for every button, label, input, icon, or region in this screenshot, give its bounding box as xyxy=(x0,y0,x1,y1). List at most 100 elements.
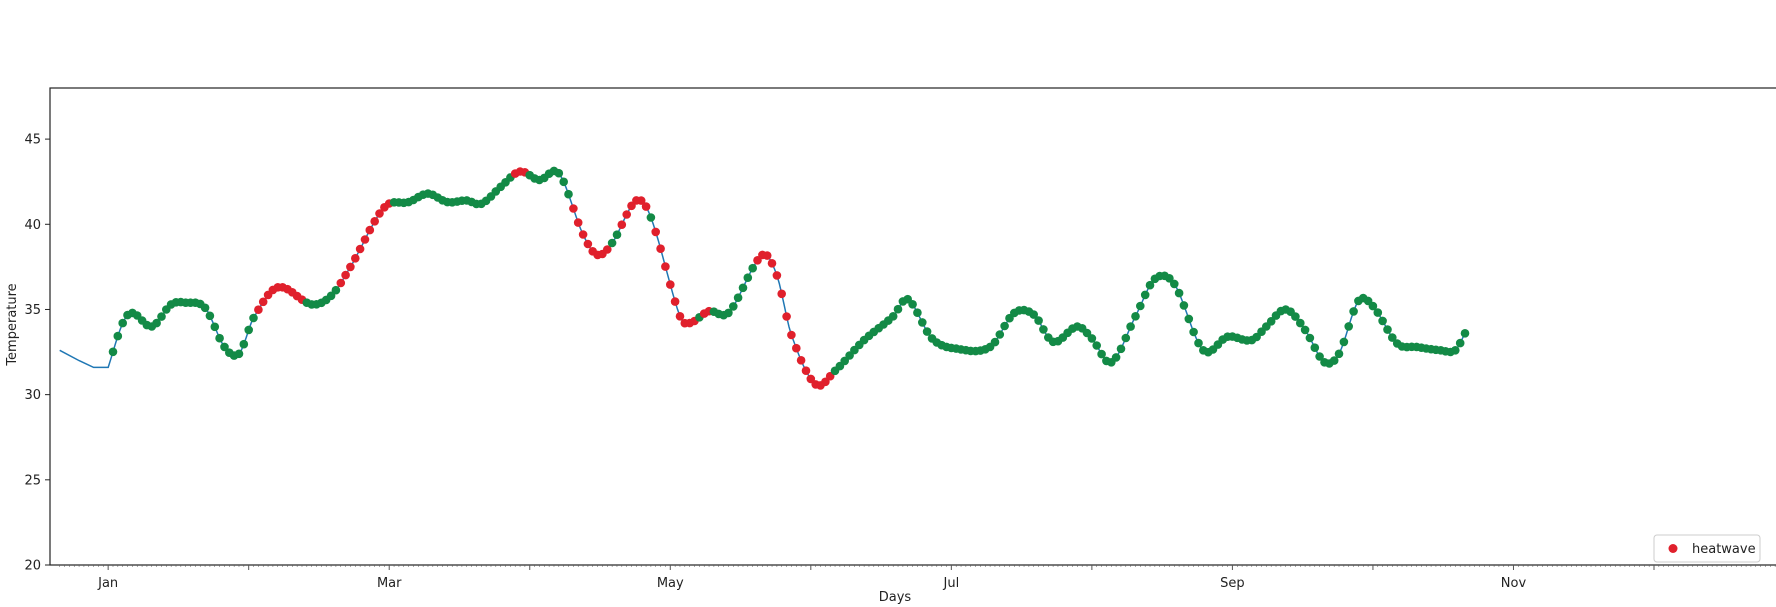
temperature-point xyxy=(738,283,748,293)
temperature-point xyxy=(1378,316,1387,326)
heatwave-point xyxy=(782,312,791,321)
heatwave-point xyxy=(573,218,583,227)
temperature-point xyxy=(1000,321,1009,331)
heatwave-point xyxy=(370,217,380,226)
legend-heatwave-label: heatwave xyxy=(1692,542,1756,557)
temperature-point xyxy=(1383,325,1392,334)
x-tick-label: May xyxy=(657,576,684,591)
temperature-point xyxy=(220,342,229,352)
y-tick-label: 30 xyxy=(24,388,41,403)
heatwave-point xyxy=(762,251,772,260)
temperature-point xyxy=(1140,290,1150,300)
temperature-point xyxy=(1189,327,1198,337)
temperature-point xyxy=(893,304,903,314)
heatwave-point xyxy=(603,245,612,254)
temperature-point xyxy=(234,349,244,359)
temperature-point xyxy=(113,331,123,341)
temperature-point xyxy=(1145,280,1155,290)
heatwave-point xyxy=(375,209,384,218)
heatwave-point xyxy=(801,366,811,376)
x-tick-label: Jul xyxy=(943,576,960,591)
heatwave-point xyxy=(355,244,365,254)
heatwave-point xyxy=(365,225,375,235)
temperature-point xyxy=(1344,322,1353,331)
heatwave-point xyxy=(796,356,806,365)
temperature-point xyxy=(1184,314,1194,324)
heatwave-point xyxy=(578,230,588,239)
y-axis-label: Temperature xyxy=(5,283,20,366)
temperature-point xyxy=(1368,301,1378,311)
temperature-point xyxy=(554,168,564,178)
heatwave-point xyxy=(569,204,578,213)
y-tick-label: 35 xyxy=(24,303,41,318)
x-tick-label: Nov xyxy=(1501,576,1527,591)
temperature-point xyxy=(249,313,258,323)
x-tick-label: Sep xyxy=(1220,576,1245,591)
temperature-point xyxy=(1300,325,1310,335)
heatwave-point xyxy=(346,262,355,272)
temperature-point xyxy=(564,189,573,199)
temperature-point xyxy=(200,303,210,313)
temperature-point xyxy=(888,312,898,321)
temperature-point xyxy=(331,285,341,295)
heatwave-point xyxy=(254,305,263,315)
temperature-point xyxy=(1116,344,1126,354)
temperature-point xyxy=(1334,349,1344,359)
temperature-point xyxy=(733,293,743,303)
temperature-point xyxy=(612,230,622,239)
temperature-point xyxy=(215,333,224,343)
temperature-point xyxy=(908,300,917,309)
temperature-point xyxy=(1266,317,1276,326)
temperature-point xyxy=(108,347,118,357)
heatwave-point xyxy=(675,312,685,321)
temperature-point xyxy=(205,311,215,321)
heatwave-point xyxy=(622,210,631,219)
heatwave-point xyxy=(777,289,786,299)
heatwave-point xyxy=(351,253,360,263)
legend: heatwave xyxy=(1653,534,1761,563)
heatwave-point xyxy=(767,259,777,268)
temperature-point xyxy=(1136,301,1145,311)
temperature-point xyxy=(607,238,617,248)
heatwave-point xyxy=(670,297,680,306)
temperature-point xyxy=(748,263,757,273)
temperature-point xyxy=(724,308,733,318)
temperature-point xyxy=(1034,316,1043,325)
temperature-point xyxy=(1291,312,1300,321)
temperature-point xyxy=(918,318,927,327)
temperature-point xyxy=(1121,333,1131,343)
temperature-point xyxy=(1305,333,1315,343)
heatwave-point xyxy=(360,235,370,244)
x-tick-label: Jan xyxy=(97,576,118,591)
x-axis: Jan Mar May Jul Sep Nov xyxy=(59,565,1776,591)
temperature-point xyxy=(1111,353,1121,362)
heatwave-point xyxy=(661,262,670,271)
heatwave-point xyxy=(666,280,675,289)
temperature-point xyxy=(1451,346,1460,355)
y-axis: 20 25 30 35 40 45 xyxy=(24,133,50,574)
y-tick-label: 25 xyxy=(24,473,41,488)
temperature-point xyxy=(1373,308,1383,317)
temperature-point xyxy=(1039,325,1048,334)
y-tick-label: 45 xyxy=(24,133,41,148)
temperature-point xyxy=(559,177,568,187)
temperature-point xyxy=(1165,274,1174,283)
heatwave-point xyxy=(806,374,816,384)
temperature-point xyxy=(1131,312,1140,321)
temperature-point xyxy=(1460,329,1470,338)
y-tick-label: 40 xyxy=(24,218,41,233)
heatwave-point xyxy=(656,244,665,253)
temperature-point xyxy=(1315,352,1324,361)
temperature-point xyxy=(646,213,656,222)
temperature-point xyxy=(743,273,753,283)
temperature-point xyxy=(1029,310,1038,319)
temperature-point xyxy=(1455,338,1465,348)
temperature-point xyxy=(1170,279,1179,289)
temperature-points xyxy=(108,166,1470,390)
temperature-point xyxy=(1097,349,1106,359)
temperature-point xyxy=(239,339,249,349)
heatwave-point xyxy=(336,278,346,288)
heatwave-point xyxy=(787,330,796,340)
heatwave-point xyxy=(772,271,782,280)
temperature-point xyxy=(157,312,166,321)
